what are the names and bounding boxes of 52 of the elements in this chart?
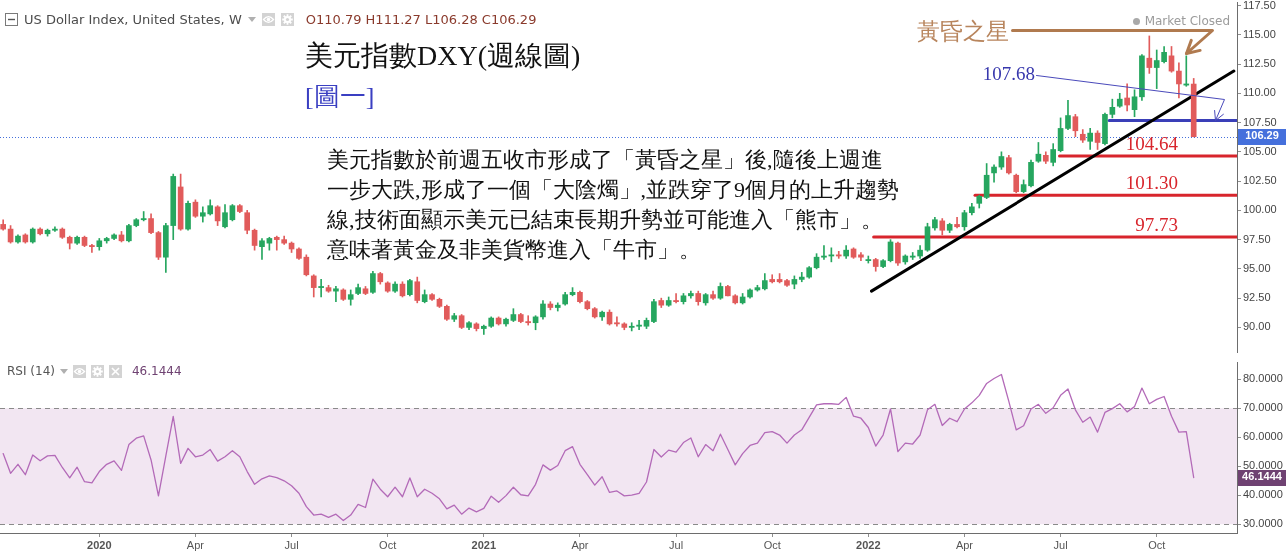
series-label: 104.64	[1125, 133, 1178, 156]
x-tick-label: Oct	[763, 538, 781, 551]
text: 美元指數DXY(週線圖)	[305, 39, 581, 73]
y-tick-label: 115.00	[1243, 27, 1276, 40]
candlestick	[909, 252, 916, 260]
text: [圖一]	[305, 81, 375, 113]
x-tick-label: 2021	[471, 538, 497, 551]
ref-line-label: 106.29	[1238, 128, 1286, 145]
y-tick-label: 92.50	[1243, 291, 1271, 304]
candlestick	[318, 279, 324, 298]
y-tick-label: 90.00	[1243, 320, 1271, 333]
y-tick-label: 97.50	[1243, 232, 1271, 245]
x-tick-label: Jul	[1053, 538, 1068, 551]
y-tick-label: 107.50	[1243, 115, 1277, 128]
y-tick-label: 100.00	[1243, 203, 1277, 216]
x-tick-label: 2020	[87, 538, 112, 551]
annotation: 美元指數於前週五收市形成了「黃昏之星」後,隨後上週進一步大跌,形成了一個「大陰燭」,並跌穿了9個月的上升趨勢線,技術面顯示美元已結束長期升勢並可能進入「熊市」。意味著黃金及非美貨幣進入「牛市」。	[327, 146, 900, 264]
x-tick-label: Jul	[669, 538, 684, 551]
annotation: US Dollar Index, United States, W	[24, 12, 242, 27]
y-tick-label: 40.0000	[1243, 488, 1283, 501]
y-tick-label: 50.0000	[1243, 459, 1283, 472]
series-label: 97.73	[1135, 213, 1178, 236]
annotation: 107.68	[982, 62, 1035, 85]
candlestick	[673, 293, 679, 304]
annotation: O110.79 H111.27 L106.28 C106.29	[305, 12, 537, 27]
candlestick	[89, 243, 95, 253]
candlestick	[614, 316, 620, 327]
y-tick-label: 105.00	[1243, 144, 1277, 157]
y-tick-label: 110.00	[1243, 86, 1276, 99]
y-tick-label: 102.50	[1243, 174, 1277, 187]
y-tick-label: 112.50	[1243, 57, 1276, 70]
y-tick-label: 95.00	[1243, 261, 1271, 274]
x-tick-label: Oct	[379, 538, 397, 551]
y-tick-label: 80.0000	[1243, 372, 1283, 385]
y-tick-label: 60.0000	[1243, 430, 1283, 443]
annotation: 46.1444	[131, 364, 182, 378]
annotation: Market Closed	[1144, 14, 1230, 28]
x-tick-label: Apr	[186, 538, 205, 551]
x-tick-label: Jul	[284, 538, 299, 551]
candlestick	[821, 245, 827, 260]
y-tick-label: 117.50	[1243, 0, 1276, 11]
series-label: 101.30	[1125, 172, 1178, 195]
x-tick-label: 2022	[856, 538, 881, 551]
text: 46.1444	[1238, 469, 1286, 486]
y-tick-label: 70.0000	[1243, 401, 1283, 414]
y-tick-label: 30.0000	[1243, 517, 1283, 530]
x-tick-label: Apr	[571, 538, 589, 551]
annotation: 黃昏之星	[917, 18, 1010, 46]
x-tick-label: Apr	[955, 538, 974, 551]
chart-title: RSI (14)	[7, 364, 55, 378]
x-tick-label: Oct	[1148, 538, 1166, 551]
candlestick	[333, 286, 339, 302]
